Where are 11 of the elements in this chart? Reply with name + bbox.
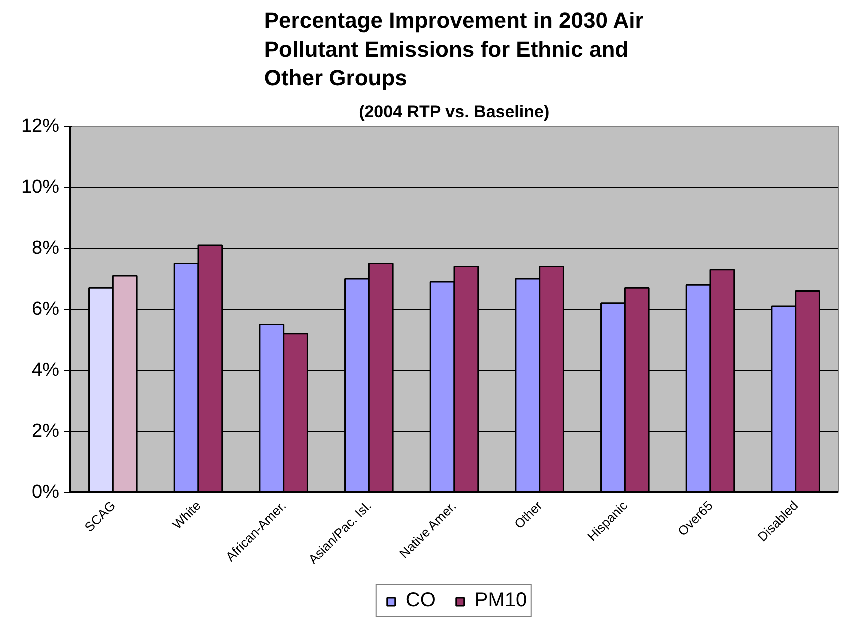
y-tick-label: 6% [32,299,60,320]
y-tick-label: 0% [32,482,60,503]
legend-label: CO [406,590,436,612]
y-tick-label: 10% [21,177,60,198]
y-tick-label: 2% [32,421,60,442]
y-tick-label: 12% [21,116,60,137]
y-tick-label: 4% [32,360,60,381]
chart-title: Percentage Improvement in 2030 Air Pollutant Emissions for Ethnic and Other Groups [264,8,644,90]
y-tick-label: 8% [32,238,60,259]
legend-label: PM10 [474,590,528,612]
chart-subtitle: (2004 RTP vs. Baseline) [359,102,550,122]
